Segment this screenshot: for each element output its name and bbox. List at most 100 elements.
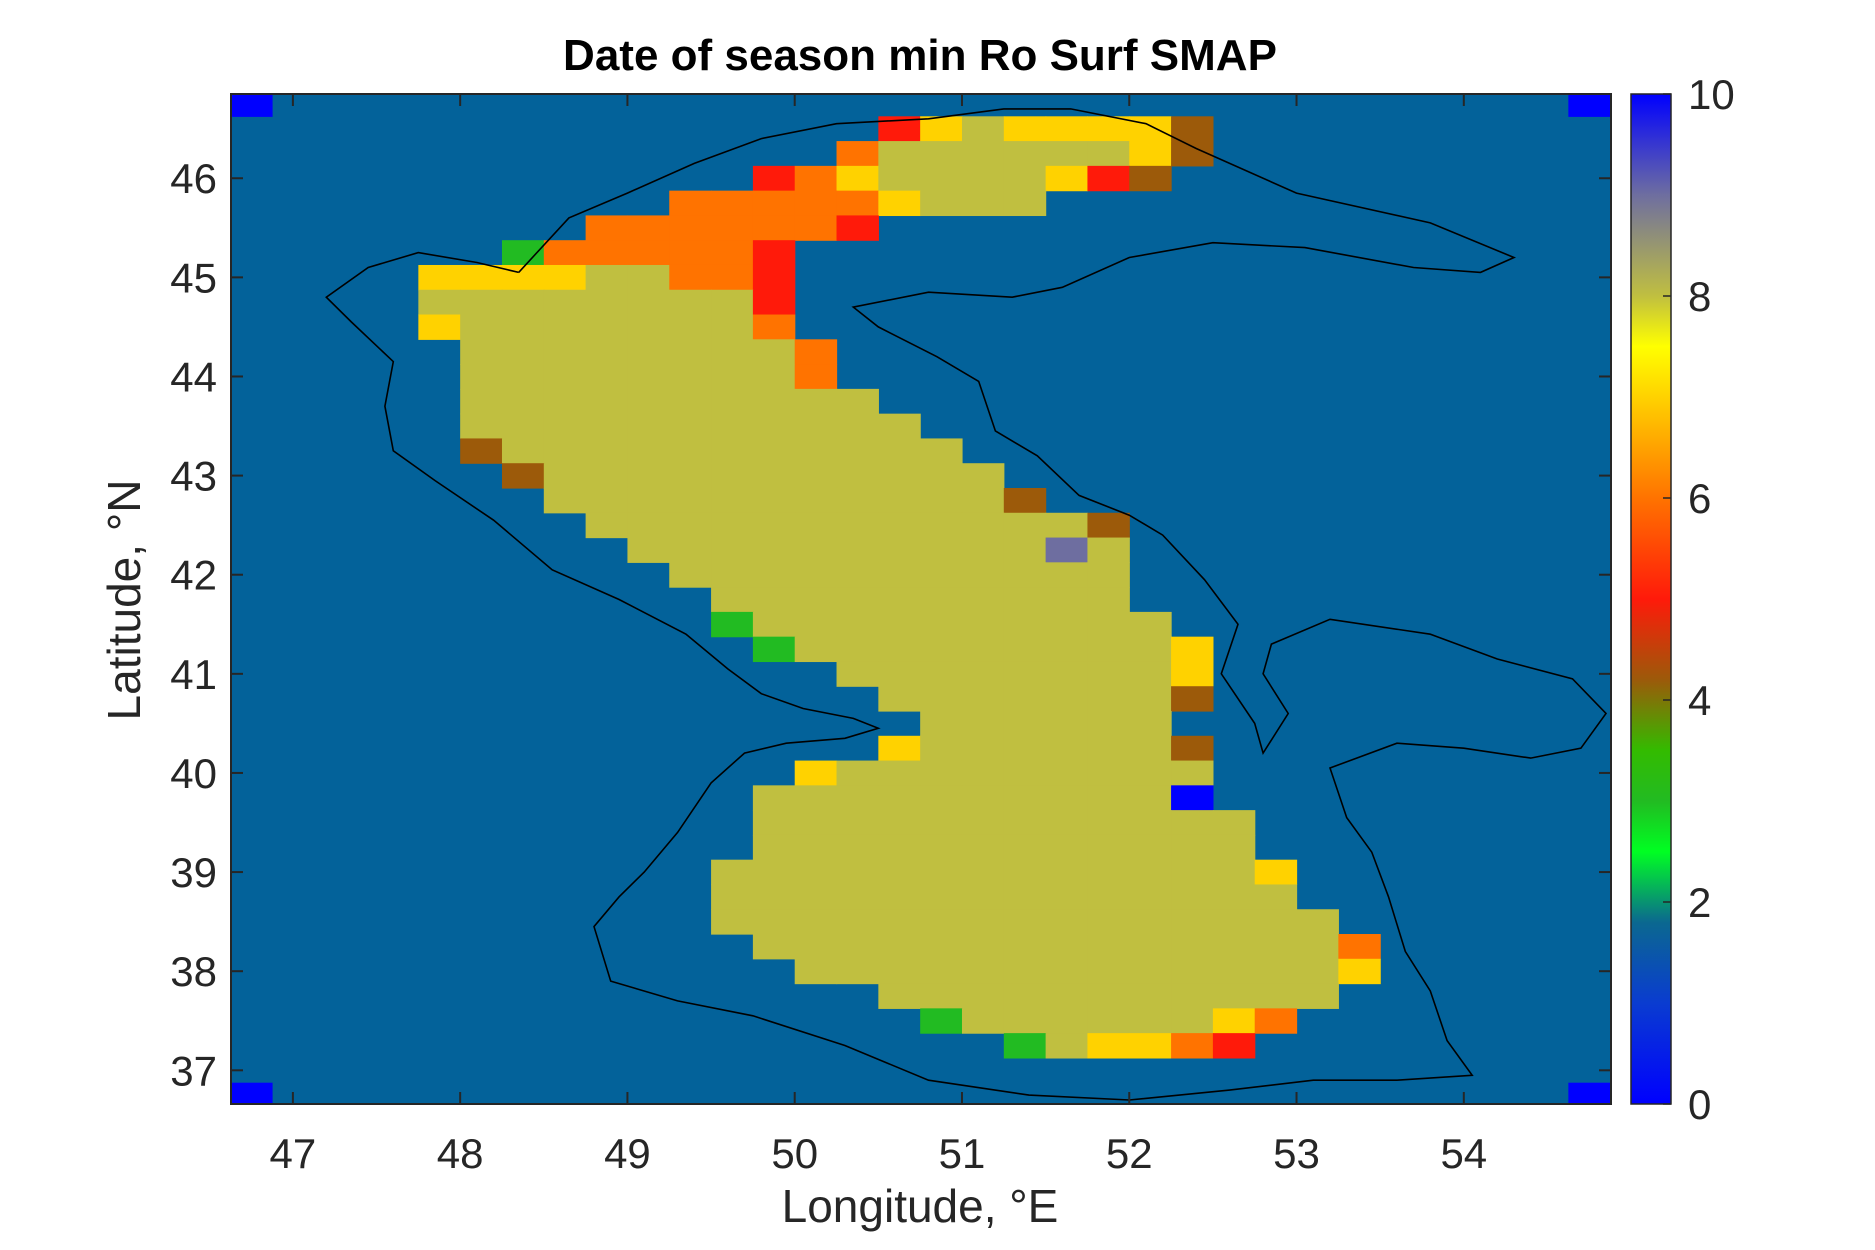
heatmap-cell bbox=[543, 438, 587, 464]
heatmap-cell bbox=[794, 611, 838, 638]
heatmap-cell bbox=[460, 413, 503, 440]
heatmap-cell bbox=[1003, 611, 1047, 638]
heatmap-cell bbox=[1296, 934, 1339, 960]
heatmap-cell bbox=[1129, 884, 1172, 910]
heatmap-cell bbox=[1296, 958, 1339, 985]
heatmap-cell bbox=[836, 438, 879, 464]
heatmap-cell bbox=[1171, 934, 1214, 960]
heatmap-cell bbox=[1045, 537, 1089, 563]
heatmap-cell bbox=[1003, 934, 1047, 960]
heatmap-cell bbox=[501, 463, 545, 489]
coastline bbox=[325, 108, 1608, 1101]
heatmap-cell bbox=[1129, 661, 1172, 687]
heatmap-cell bbox=[794, 438, 838, 464]
heatmap-cell bbox=[627, 537, 670, 563]
heatmap-cell bbox=[920, 438, 963, 464]
heatmap-cell bbox=[920, 562, 963, 588]
heatmap-cell bbox=[585, 264, 629, 291]
heatmap-cell bbox=[711, 438, 754, 464]
heatmap-cell bbox=[794, 587, 838, 613]
heatmap-cell bbox=[961, 512, 1005, 539]
heatmap-cell bbox=[961, 661, 1005, 687]
heatmap-cell bbox=[752, 611, 796, 638]
heatmap-cell bbox=[961, 537, 1005, 563]
heatmap-cell bbox=[711, 537, 754, 563]
x-tick-label: 49 bbox=[604, 1130, 651, 1177]
heatmap-cell bbox=[961, 958, 1005, 985]
heatmap-cell bbox=[1003, 686, 1047, 712]
heatmap-cell bbox=[711, 388, 754, 415]
heatmap-cell bbox=[1171, 859, 1214, 886]
colorbar-tick-label: 6 bbox=[1688, 475, 1711, 522]
heatmap-cell bbox=[878, 834, 921, 861]
heatmap-cell bbox=[1003, 958, 1047, 985]
heatmap-cell bbox=[961, 834, 1005, 861]
heatmap-cell bbox=[752, 240, 796, 266]
heatmap-cell bbox=[794, 190, 838, 217]
heatmap-cell bbox=[1129, 810, 1172, 836]
heatmap-cell bbox=[711, 314, 754, 340]
heatmap-cell bbox=[878, 141, 921, 167]
heatmap-cell bbox=[1171, 661, 1214, 687]
heatmap-cell bbox=[1568, 1082, 1611, 1104]
y-tick-label: 41 bbox=[170, 651, 217, 698]
heatmap-cell bbox=[1254, 1008, 1298, 1034]
heatmap-cell bbox=[794, 537, 838, 563]
heatmap-cell bbox=[794, 165, 838, 192]
colorbar-tick-label: 10 bbox=[1688, 71, 1735, 118]
heatmap-cell bbox=[1045, 810, 1089, 836]
heatmap-cell bbox=[878, 958, 921, 985]
heatmap-cell bbox=[961, 587, 1005, 613]
heatmap-cell bbox=[878, 562, 921, 588]
heatmap-cell bbox=[920, 116, 963, 142]
heatmap-cell bbox=[1087, 760, 1130, 786]
heatmap-cell bbox=[836, 537, 879, 563]
heatmap-cell bbox=[1045, 735, 1089, 762]
x-axis-label: Longitude, °E bbox=[782, 1180, 1059, 1232]
heatmap-cell bbox=[501, 289, 545, 316]
heatmap-cell bbox=[794, 215, 838, 241]
heatmap-cell bbox=[836, 463, 879, 489]
heatmap-cell bbox=[878, 413, 921, 440]
heatmap-cell bbox=[878, 884, 921, 910]
heatmap-cell bbox=[920, 636, 963, 663]
heatmap-cell bbox=[836, 388, 879, 415]
heatmap-cell bbox=[231, 1082, 273, 1104]
heatmap-cell bbox=[836, 512, 879, 539]
heatmap-cell bbox=[627, 388, 670, 415]
heatmap-cell bbox=[585, 463, 629, 489]
heatmap-cell bbox=[1045, 983, 1089, 1009]
heatmap-cell bbox=[1129, 735, 1172, 762]
heatmap-cell bbox=[920, 463, 963, 489]
heatmap-cell bbox=[1003, 636, 1047, 663]
heatmap-cell bbox=[836, 587, 879, 613]
heatmap-cell bbox=[1087, 785, 1130, 811]
x-tick-label: 54 bbox=[1440, 1130, 1487, 1177]
heatmap-cell bbox=[543, 413, 587, 440]
heatmap-cell bbox=[1087, 636, 1130, 663]
heatmap-cell bbox=[1212, 810, 1256, 836]
heatmap-cell bbox=[961, 859, 1005, 886]
heatmap-cell bbox=[1003, 1008, 1047, 1034]
heatmap-cell bbox=[794, 364, 838, 390]
heatmap-cell bbox=[920, 661, 963, 687]
heatmap-cell bbox=[1087, 859, 1130, 886]
heatmap-cell bbox=[878, 983, 921, 1009]
y-tick-label: 39 bbox=[170, 849, 217, 896]
x-tick-label: 50 bbox=[771, 1130, 818, 1177]
plot-frame bbox=[230, 93, 1612, 1105]
heatmap-cell bbox=[878, 512, 921, 539]
heatmap-cell bbox=[669, 364, 712, 390]
heatmap-cell bbox=[1129, 1008, 1172, 1034]
heatmap-cell bbox=[543, 289, 587, 316]
heatmap-cell bbox=[1212, 859, 1256, 886]
heatmap-cell bbox=[836, 934, 879, 960]
colorbar: 0 2 4 6 8 10 bbox=[1630, 71, 1735, 1128]
heatmap-cell bbox=[543, 264, 587, 291]
heatmap-cell bbox=[1212, 909, 1256, 935]
heatmap-cell bbox=[1087, 611, 1130, 638]
heatmap-cell bbox=[794, 487, 838, 514]
heatmap-cell bbox=[501, 314, 545, 340]
heatmap-cell bbox=[920, 190, 963, 217]
heatmap-cell bbox=[669, 339, 712, 365]
